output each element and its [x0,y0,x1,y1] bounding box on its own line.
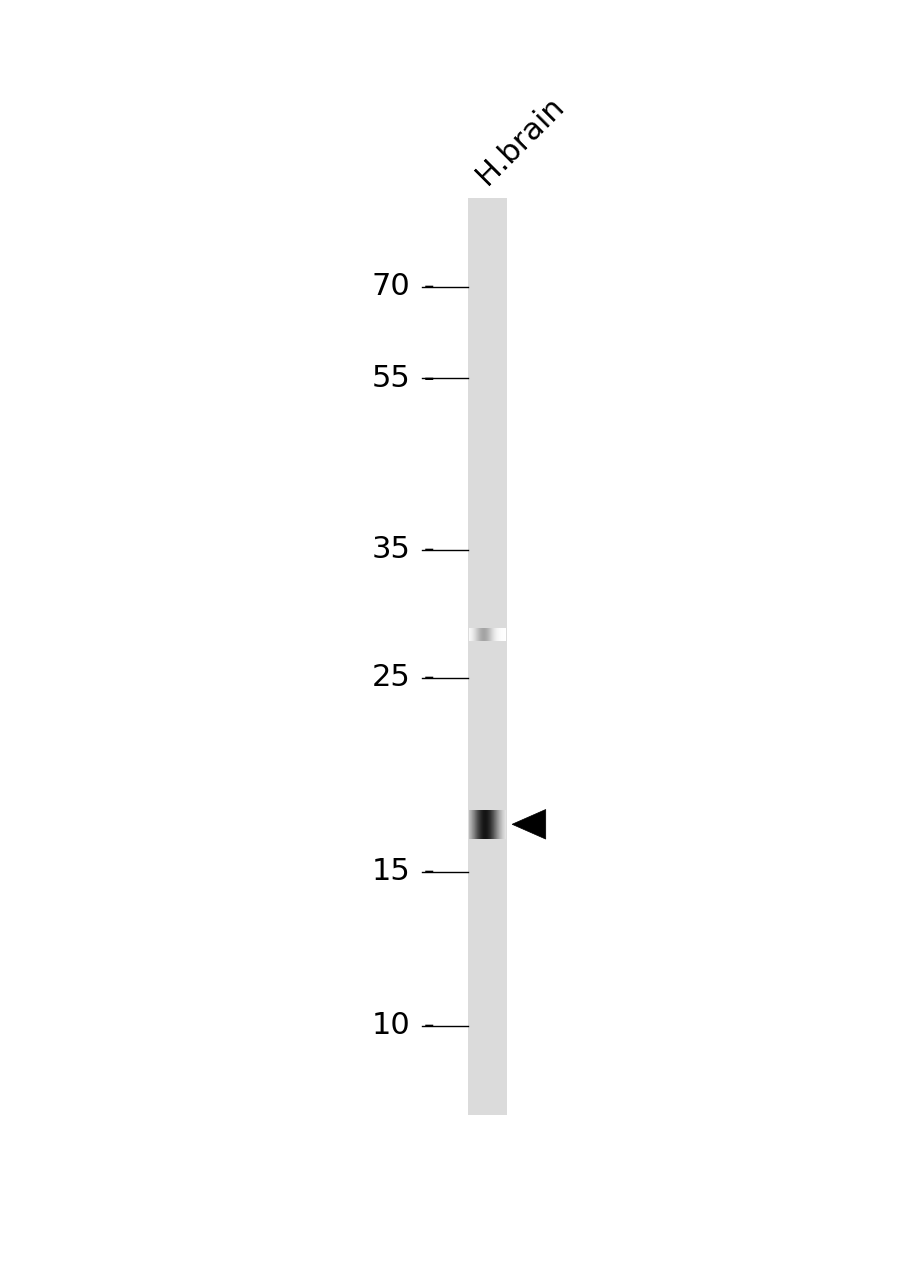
Text: H.brain: H.brain [470,91,568,189]
Text: 15: 15 [371,858,410,886]
Text: -: - [413,663,434,692]
Text: -: - [413,535,434,564]
Text: 25: 25 [371,663,410,692]
Text: 10: 10 [371,1011,410,1041]
Text: -: - [413,273,434,301]
Polygon shape [511,809,545,840]
Text: -: - [413,1011,434,1041]
Text: 35: 35 [371,535,410,564]
Text: -: - [413,858,434,886]
Text: 55: 55 [371,364,410,393]
Text: 70: 70 [371,273,410,301]
Bar [467,198,506,1115]
Text: -: - [413,364,434,393]
